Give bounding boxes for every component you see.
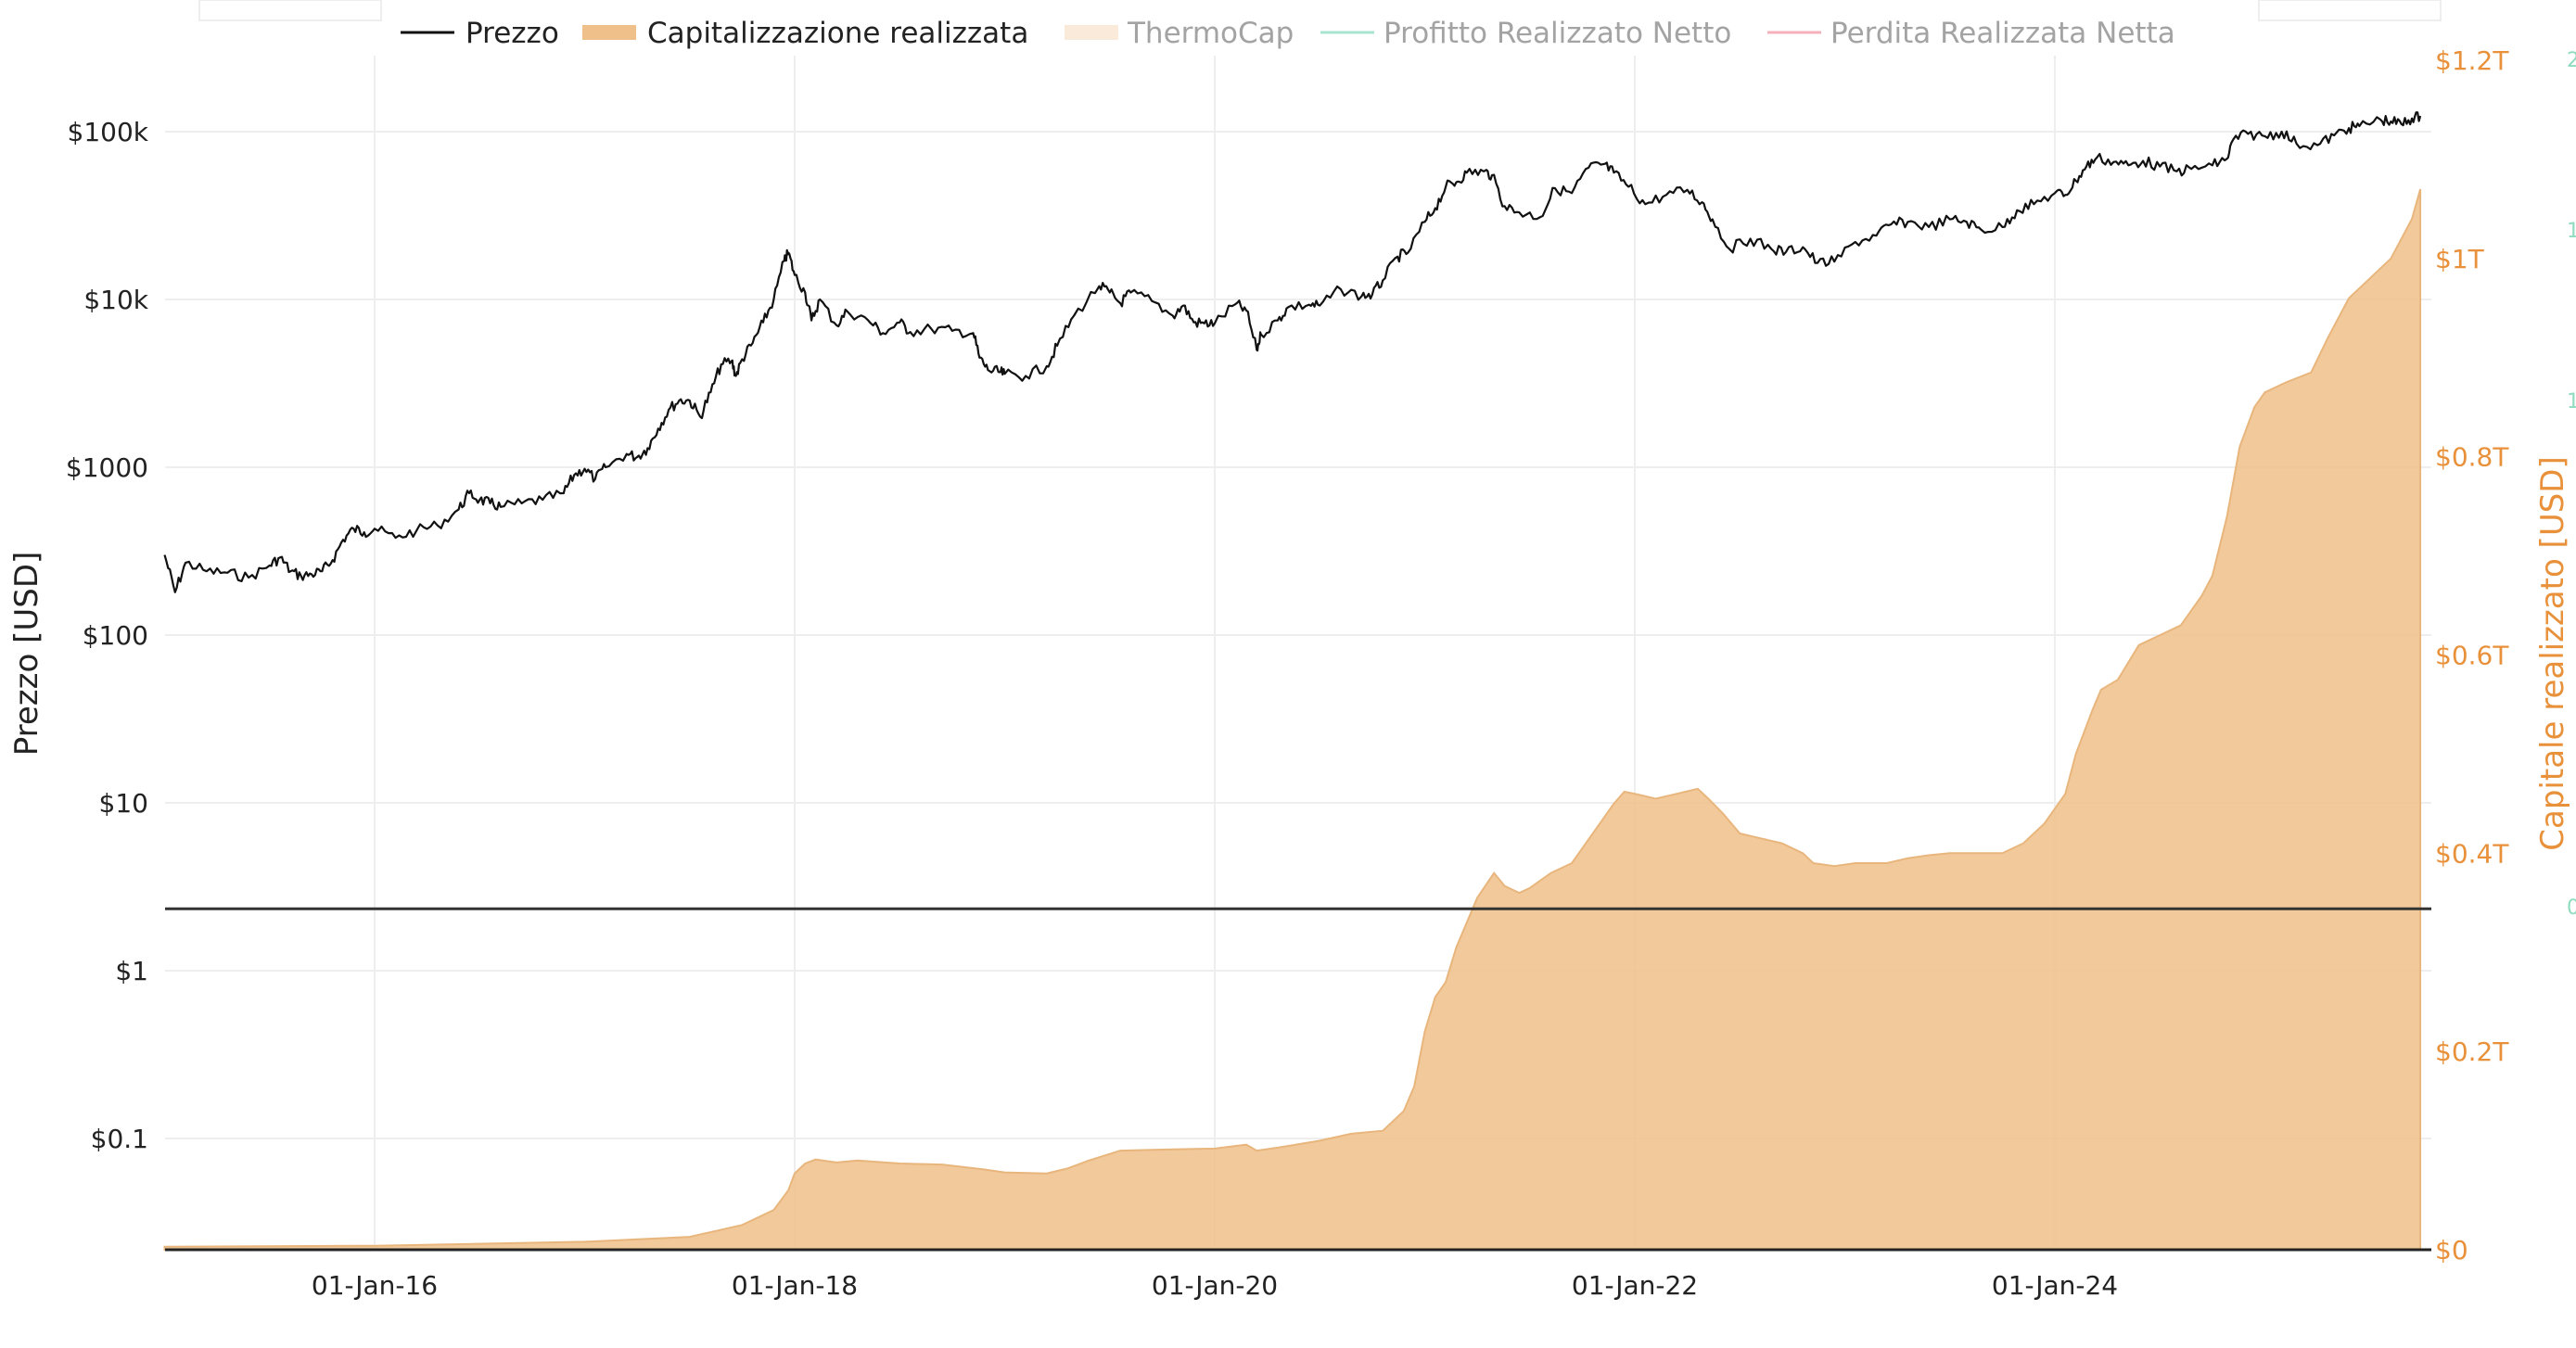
y-left-axis-title: Prezzo [USD] xyxy=(8,552,45,757)
legend-item-profitto[interactable]: Profitto Realizzato Netto xyxy=(1320,17,1731,50)
legend-swatch-capitalizzazione xyxy=(582,25,636,40)
y-left-tick-label: $100k xyxy=(68,117,149,147)
y-right-tick-label: $0.2T xyxy=(2435,1036,2509,1067)
legend-item-capitalizzazione[interactable]: Capitalizzazione realizzata xyxy=(582,17,1028,50)
y-right-tick-label: $1.2T xyxy=(2435,45,2509,76)
toolbar-right-box xyxy=(2258,0,2442,21)
faint-tick: 0 xyxy=(2567,897,2576,920)
faint-tick: 1 xyxy=(2567,390,2576,413)
y-left-tick-label: $10 xyxy=(99,788,148,819)
legend-item-thermocap[interactable]: ThermoCap xyxy=(1065,17,1294,50)
legend-label-thermocap: ThermoCap xyxy=(1127,17,1294,50)
series-price-line xyxy=(163,111,2422,593)
y-right-ticks: $1.2T $1T $0.8T $0.6T $0.4T $0.2T $0 xyxy=(2435,45,2509,1265)
y-left-tick-label: $1000 xyxy=(66,452,148,483)
faint-tick: 2 xyxy=(2567,49,2576,72)
y-left-ticks: $100k $10k $1000 $100 $10 $1 $0.1 xyxy=(66,117,149,1154)
x-tick-label: 01-Jan-22 xyxy=(1572,1270,1698,1301)
x-tick-label: 01-Jan-20 xyxy=(1152,1270,1278,1301)
legend-item-prezzo[interactable]: Prezzo xyxy=(401,17,559,50)
legend-label-profitto: Profitto Realizzato Netto xyxy=(1384,17,1731,50)
y-left-tick-label: $10k xyxy=(83,285,148,315)
toolbar-left-box xyxy=(198,0,382,21)
y-right-tick-label: $0.4T xyxy=(2435,838,2509,869)
x-tick-label: 01-Jan-16 xyxy=(312,1270,438,1301)
legend-swatch-thermocap xyxy=(1065,25,1118,40)
y-right-tick-label: $0.6T xyxy=(2435,641,2509,671)
x-ticks: 01-Jan-16 01-Jan-18 01-Jan-20 01-Jan-22 01-J… xyxy=(312,1270,2118,1301)
faint-tick: 1 xyxy=(2567,220,2576,243)
x-tick-label: 01-Jan-18 xyxy=(732,1270,858,1301)
series-realized-cap-area xyxy=(163,188,2422,1251)
y-right-tick-label: $0.8T xyxy=(2435,442,2509,473)
y-left-tick-label: $0.1 xyxy=(91,1124,148,1154)
legend-label-perdita: Perdita Realizzata Netta xyxy=(1830,17,2175,50)
legend-label-capitalizzazione: Capitalizzazione realizzata xyxy=(647,17,1028,50)
y-left-tick-label: $100 xyxy=(83,620,148,651)
y-right-tick-label: $1T xyxy=(2435,244,2485,274)
y-left-tick-label: $1 xyxy=(115,956,148,986)
faint-right-ticks: 2 1 1 0 xyxy=(2567,49,2576,920)
y-right-tick-label: $0 xyxy=(2435,1235,2468,1265)
legend-item-perdita[interactable]: Perdita Realizzata Netta xyxy=(1767,17,2175,50)
legend-label-prezzo: Prezzo xyxy=(465,17,559,50)
legend: Prezzo Capitalizzazione realizzata Therm… xyxy=(401,17,2175,50)
y-right-axis-title: Capitale realizzato [USD] xyxy=(2534,456,2571,850)
x-tick-label: 01-Jan-24 xyxy=(1992,1270,2118,1301)
